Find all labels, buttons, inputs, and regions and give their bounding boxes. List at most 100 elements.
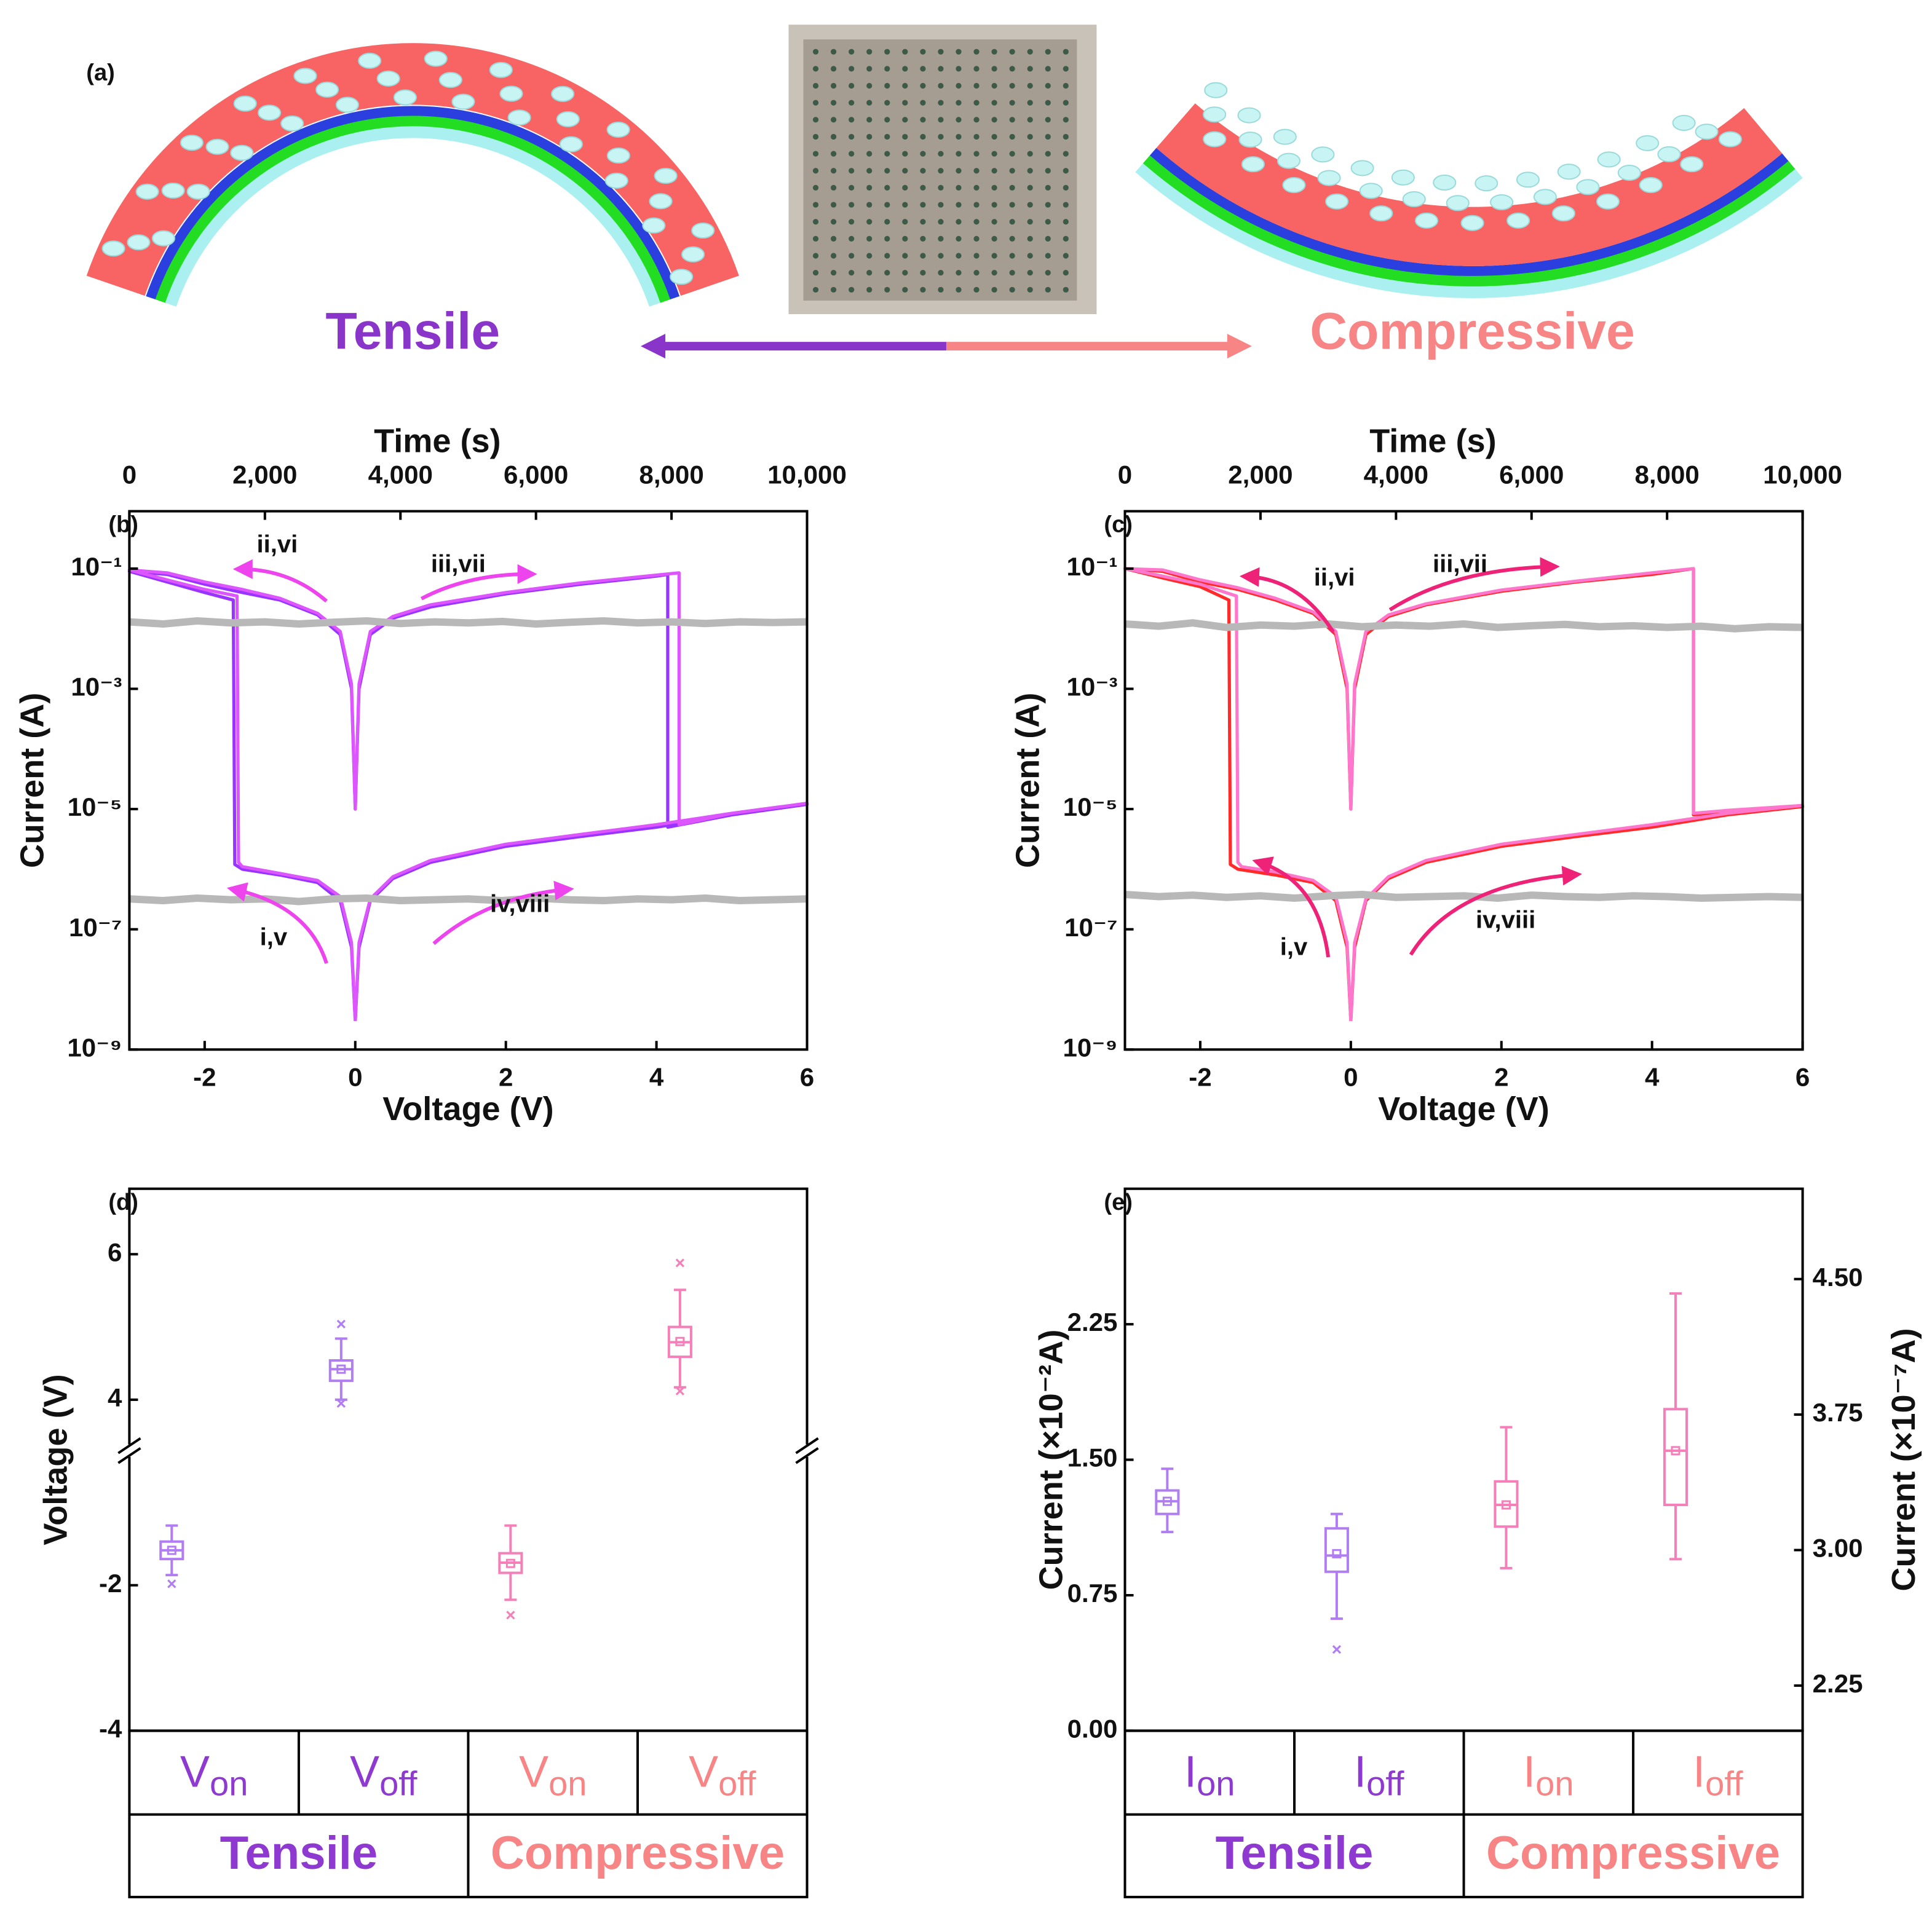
panel-label: (e) bbox=[1104, 1190, 1133, 1215]
axis-break bbox=[795, 1437, 819, 1454]
photo-dot bbox=[956, 253, 962, 259]
electrode-dot bbox=[233, 95, 257, 112]
photo-dot bbox=[866, 270, 873, 276]
photo-dot bbox=[938, 253, 944, 259]
category-symbol: V bbox=[180, 1748, 210, 1797]
photo-dot bbox=[938, 184, 944, 191]
photo-dot bbox=[902, 49, 908, 55]
x2-axis-title: Time (s) bbox=[1369, 423, 1496, 460]
photo-dot bbox=[830, 286, 837, 293]
category-subscript: on bbox=[210, 1764, 248, 1802]
photo-dot bbox=[1027, 66, 1033, 72]
photo-dot bbox=[1063, 66, 1069, 72]
photo-dot bbox=[1063, 286, 1069, 293]
photo-dot bbox=[866, 219, 873, 225]
mean bbox=[1162, 1496, 1172, 1506]
photo-dot bbox=[849, 202, 855, 208]
photo-dot bbox=[902, 82, 908, 89]
photo-dot bbox=[830, 270, 837, 276]
photo-dot bbox=[956, 202, 962, 208]
photo-dot bbox=[812, 100, 819, 106]
photo-dot bbox=[1063, 202, 1069, 208]
x-tick-label: 4 bbox=[649, 1062, 664, 1091]
electrode-dot bbox=[1369, 205, 1393, 222]
photo-dot bbox=[866, 286, 873, 293]
photo-dot bbox=[849, 184, 855, 191]
photo-dot bbox=[1009, 168, 1015, 174]
photo-dot bbox=[938, 151, 944, 157]
photo-dot bbox=[830, 100, 837, 106]
photo-dot bbox=[1045, 49, 1051, 55]
category-label: Ion bbox=[1523, 1748, 1574, 1803]
y2-axis-title: Current (×10⁻⁷A) bbox=[1885, 1328, 1922, 1592]
photo-dot bbox=[830, 168, 837, 174]
category-subscript: off bbox=[379, 1764, 418, 1802]
photo-dot bbox=[938, 270, 944, 276]
photo-dot bbox=[902, 117, 908, 123]
photo-dot bbox=[884, 117, 890, 123]
x2-tick-label: 0 bbox=[1118, 460, 1132, 489]
photo-dot bbox=[973, 202, 980, 208]
photo-dot bbox=[884, 168, 890, 174]
outlier bbox=[336, 1319, 346, 1328]
photo-dot bbox=[991, 184, 997, 191]
category-subscript: off bbox=[718, 1764, 756, 1802]
x2-tick-label: 6,000 bbox=[504, 460, 568, 489]
photo-dot bbox=[849, 66, 855, 72]
sweep-arrow bbox=[432, 880, 574, 945]
outlier bbox=[675, 1386, 685, 1395]
photo-dot bbox=[1009, 66, 1015, 72]
photo-dot bbox=[866, 49, 873, 55]
electrode-dot bbox=[315, 81, 339, 98]
y-axis-title: Current (×10⁻²A) bbox=[1033, 1330, 1070, 1590]
photo-dot bbox=[812, 66, 819, 72]
category-subscript: on bbox=[1197, 1764, 1235, 1802]
electrode-dot bbox=[1414, 212, 1439, 229]
axis-break bbox=[117, 1437, 141, 1454]
iv-curve bbox=[1123, 567, 1805, 1021]
electrode-dot bbox=[1402, 191, 1426, 208]
photo-dot bbox=[902, 66, 908, 72]
photo-dot bbox=[973, 235, 980, 242]
electrode-dot bbox=[1238, 132, 1262, 148]
photo-dot bbox=[991, 66, 997, 72]
electrode-dot bbox=[1475, 175, 1498, 192]
x2-tick-label: 8,000 bbox=[1635, 460, 1700, 489]
plot-frame bbox=[1123, 510, 1804, 1051]
photo-dot bbox=[1027, 133, 1033, 140]
photo-dot bbox=[973, 133, 980, 140]
x2-tick-label: 2,000 bbox=[232, 460, 297, 489]
electrode-dot bbox=[451, 93, 475, 110]
strain-label: Tensile bbox=[325, 302, 500, 360]
photo-dot bbox=[938, 219, 944, 225]
electrode-dot bbox=[1203, 131, 1227, 148]
photo-dot bbox=[1045, 66, 1051, 72]
photo-dot bbox=[1027, 49, 1033, 55]
electrode-dot bbox=[1596, 193, 1620, 210]
photo-dot bbox=[956, 286, 962, 293]
photo-dot bbox=[866, 151, 873, 157]
photo-dot bbox=[991, 270, 997, 276]
mean bbox=[1501, 1500, 1511, 1510]
photo-dot bbox=[956, 117, 962, 123]
iv-curve bbox=[127, 569, 809, 1021]
film-layer bbox=[1156, 103, 1783, 266]
y-tick-label: -4 bbox=[99, 1715, 122, 1743]
y2-tick-label: 2.25 bbox=[1813, 1669, 1863, 1698]
film-layer bbox=[154, 115, 671, 303]
photo-dot bbox=[1045, 133, 1051, 140]
photo-dot bbox=[956, 151, 962, 157]
photo-dot bbox=[1009, 117, 1015, 123]
photo-dot bbox=[973, 151, 980, 157]
x2-tick-label: 4,000 bbox=[1364, 460, 1428, 489]
category-symbol: V bbox=[689, 1748, 718, 1797]
electrode-dot bbox=[1311, 146, 1335, 163]
electrode-dot bbox=[280, 115, 304, 132]
photo-dot bbox=[902, 202, 908, 208]
photo-dot bbox=[1027, 235, 1033, 242]
x-tick-label: 0 bbox=[1344, 1062, 1358, 1091]
annotation: iv,viii bbox=[1476, 906, 1535, 933]
y-tick-label: 10⁻⁹ bbox=[67, 1033, 122, 1062]
photo-dot bbox=[849, 168, 855, 174]
photo-dot bbox=[1027, 219, 1033, 225]
